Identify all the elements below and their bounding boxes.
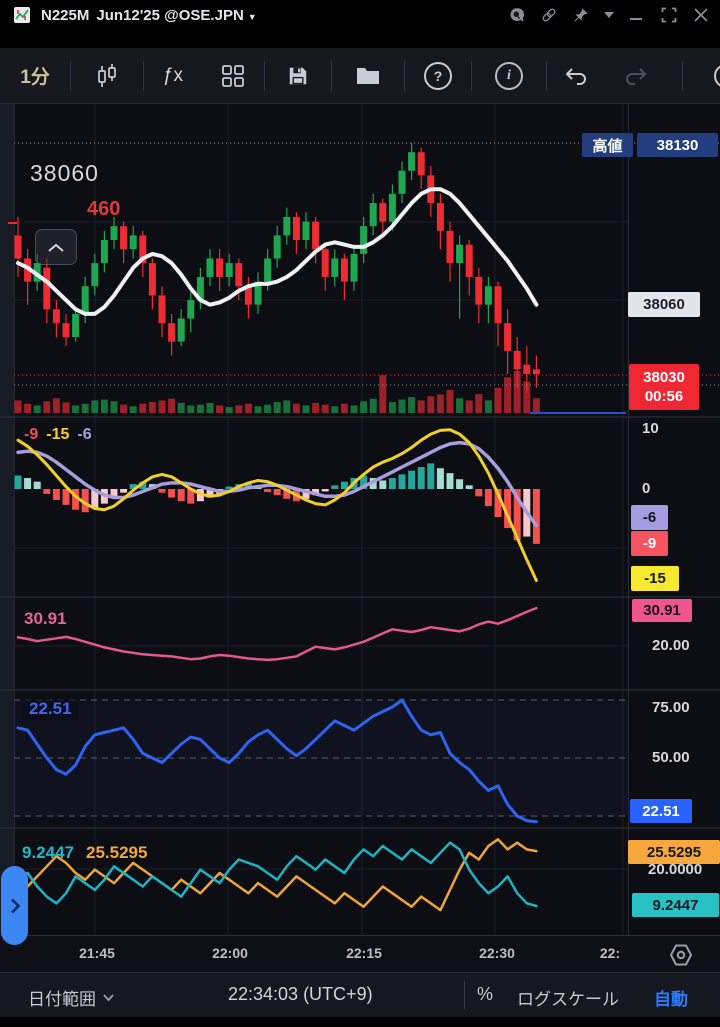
time-axis[interactable]: 21:45 22:00 22:15 22:30 22: [0, 935, 720, 973]
pin-dropdown-icon[interactable] [604, 6, 614, 24]
bar-countdown: 00:56 [644, 388, 684, 405]
high-price-value-badge: 38130 [637, 133, 718, 157]
percent-scale-button[interactable]: % [477, 984, 494, 1004]
auto-scale-button[interactable]: 自動 [654, 990, 688, 1009]
last-price-badge: 38030 00:56 [629, 364, 699, 410]
stoch-d-badge: 25.5295 [628, 840, 720, 864]
rsi-scale-50: 50.00 [652, 749, 690, 766]
high-price-label-badge: 高値 [582, 133, 633, 157]
toolbar-separator [264, 60, 265, 91]
symbol-name: N225M [41, 6, 90, 24]
time-axis-label: 22:15 [346, 945, 382, 961]
macd-signal-legend: -6 [77, 426, 92, 443]
log-scale-button[interactable]: ログスケール [517, 990, 619, 1009]
indicators-fx-icon[interactable]: ƒx [162, 64, 184, 86]
ma-price-badge: 38060 [628, 292, 700, 317]
minimize-icon[interactable] [628, 6, 646, 24]
help-icon[interactable]: ? [405, 48, 471, 103]
stoch-scale-20: 20.0000 [648, 861, 703, 878]
time-axis-label: 22: [599, 945, 621, 961]
macd-hist-badge: -9 [631, 531, 668, 556]
stoch-k-legend: 9.2447 [22, 843, 74, 862]
chevron-up-icon [48, 243, 64, 252]
pink-indicator-legend: 30.91 [24, 609, 67, 628]
panel-expand-button[interactable] [1, 866, 28, 945]
toolbar-separator [404, 60, 405, 91]
undo-icon[interactable] [547, 48, 605, 103]
time-axis-labels: 21:45 22:00 22:15 22:30 22: [0, 936, 628, 973]
chevron-right-icon [10, 898, 20, 913]
layout-grid-icon[interactable] [202, 48, 264, 103]
candlestick-style-icon[interactable] [71, 48, 143, 103]
lookup-bubble-icon[interactable] [508, 6, 526, 24]
macd-legend: -9 -15 -6 [24, 426, 92, 444]
rsi-legend: 22.51 [22, 698, 79, 720]
toolbar-separator [471, 60, 472, 91]
last-price: 38030 [643, 368, 685, 386]
symbol-dropdown-arrow[interactable]: ▼ [247, 11, 257, 22]
price-scale-border [628, 103, 629, 935]
link-icon[interactable] [540, 6, 558, 24]
symbol-title[interactable]: N225M Jun12'25 @OSE.JPN ▼ [41, 7, 257, 24]
chart-background [0, 103, 720, 935]
pin-icon[interactable] [572, 6, 590, 24]
scale-settings-gear-icon[interactable] [666, 940, 696, 970]
interval-button[interactable]: 1分 [20, 67, 50, 88]
ma-legend-value: 38060 [30, 160, 99, 186]
macd-scale-10: 10 [642, 420, 659, 437]
pink-scale-20: 20.00 [652, 637, 690, 654]
toolbar-separator [546, 60, 547, 91]
toolbar-separator [682, 60, 683, 91]
rsi-scale-75: 75.00 [652, 699, 690, 716]
stoch-k-badge: 9.2447 [632, 893, 719, 917]
maximize-icon[interactable] [660, 6, 678, 24]
date-range-button[interactable]: 日付範囲 [28, 985, 114, 1010]
chevron-down-icon [103, 994, 114, 1001]
clock-display[interactable]: 22:34:03 (UTC+9) [228, 984, 373, 1004]
macd-scale-0: 0 [642, 480, 651, 497]
info-icon[interactable]: i [472, 48, 546, 103]
stoch-legend: 9.2447 25.5295 [22, 843, 147, 863]
volume-legend-value: 460 [87, 198, 121, 220]
time-axis-label: 22:00 [212, 945, 248, 961]
close-icon[interactable] [692, 6, 710, 24]
toolbar-separator [331, 60, 332, 91]
collapsed-drawing-toolbar[interactable] [0, 103, 15, 935]
save-icon[interactable] [265, 48, 331, 103]
bottom-bar-divider [464, 981, 465, 1009]
clock-partial-icon[interactable] [698, 48, 720, 103]
redo-icon[interactable] [605, 48, 667, 103]
pink-indicator-badge: 30.91 [632, 599, 692, 622]
macd-line-legend: -15 [46, 426, 70, 443]
app-logo-icon [14, 7, 30, 23]
macd-signal-badge: -6 [631, 505, 668, 530]
bottom-bar: 日付範囲 22:34:03 (UTC+9) % ログスケール 自動 [0, 972, 720, 1017]
chart-toolbar: 1分 ƒx ? i [0, 48, 720, 104]
legend-collapse-button[interactable] [35, 229, 77, 265]
macd-hist-legend: -9 [24, 426, 39, 443]
toolbar-separator [143, 60, 144, 91]
stoch-d-legend: 25.5295 [86, 843, 148, 862]
time-axis-label: 21:45 [79, 945, 115, 961]
rsi-badge: 22.51 [630, 799, 692, 823]
contract-name: Jun12'25 @OSE.JPN [96, 6, 244, 24]
macd-line-badge: -15 [631, 566, 679, 591]
titlebar[interactable]: N225M Jun12'25 @OSE.JPN ▼ [0, 0, 720, 30]
folder-open-icon[interactable] [332, 48, 404, 103]
time-axis-label: 22:30 [479, 945, 515, 961]
toolbar-separator [70, 60, 71, 91]
